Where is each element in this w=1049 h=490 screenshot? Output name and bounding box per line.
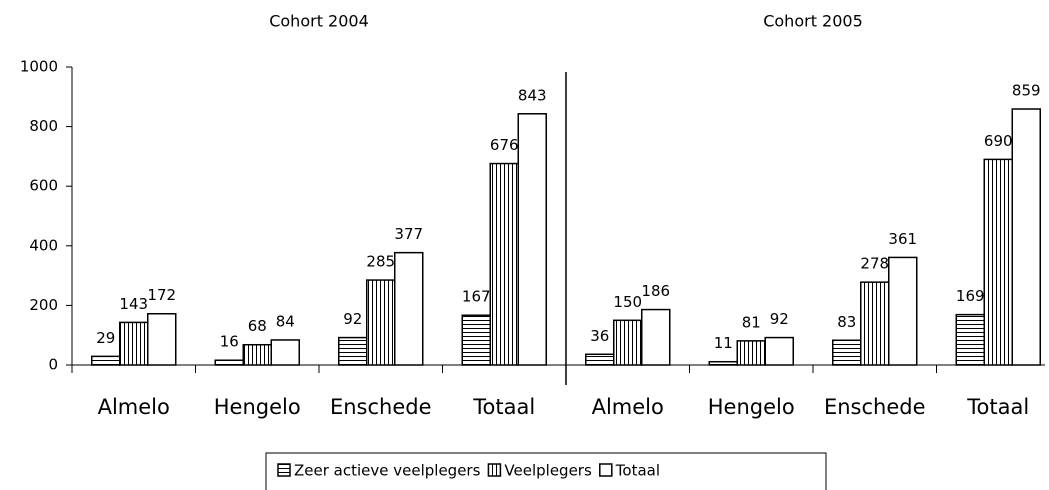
value-label: 172 (147, 286, 176, 304)
bar (242, 343, 272, 366)
y-tick-label: 1000 (20, 58, 58, 76)
bar (489, 162, 519, 366)
value-label: 690 (984, 132, 1013, 150)
value-label: 81 (742, 313, 761, 331)
value-label: 68 (248, 317, 267, 335)
legend-box (265, 452, 827, 490)
value-label: 285 (366, 253, 395, 271)
bar (214, 359, 244, 366)
legend-swatch (599, 463, 613, 477)
x-tick-label: Enschede (824, 395, 926, 419)
y-tick-label: 800 (29, 117, 58, 135)
value-label: 36 (590, 327, 609, 345)
bar (585, 353, 615, 366)
bar (983, 158, 1013, 366)
bar (338, 336, 368, 366)
x-tick-label: Totaal (472, 395, 535, 419)
value-label: 150 (613, 293, 642, 311)
value-label: 167 (462, 288, 491, 306)
legend-swatch (277, 463, 291, 477)
value-label: 361 (888, 230, 917, 248)
legend-label: Veelplegers (504, 462, 592, 480)
value-label: 84 (276, 312, 295, 330)
bar (91, 355, 121, 366)
bar (394, 251, 424, 366)
value-label: 92 (343, 310, 362, 328)
value-label: 278 (860, 255, 889, 273)
value-label: 83 (837, 313, 856, 331)
value-label: 169 (956, 287, 985, 305)
value-label: 143 (119, 295, 148, 313)
bar (764, 336, 794, 366)
value-label: 377 (394, 225, 423, 243)
y-tick-label: 600 (29, 177, 58, 195)
value-label: 843 (518, 86, 547, 104)
x-tick-label: Almelo (98, 395, 170, 419)
y-tick-label: 0 (48, 356, 58, 374)
bar (955, 313, 985, 366)
bar (860, 281, 890, 366)
x-tick-label: Enschede (330, 395, 432, 419)
bar (736, 340, 766, 366)
bar (1011, 108, 1041, 366)
legend-label: Totaal (615, 462, 660, 480)
bar (832, 339, 862, 366)
bar (888, 256, 918, 366)
bar (708, 360, 738, 366)
value-label: 186 (641, 282, 670, 300)
value-label: 92 (770, 310, 789, 328)
y-tick-label: 200 (29, 296, 58, 314)
bar (517, 113, 547, 366)
x-tick-label: Almelo (592, 395, 664, 419)
bar (613, 319, 643, 366)
bar (119, 321, 149, 366)
bar (461, 314, 491, 366)
y-tick-label: 400 (29, 236, 58, 254)
value-label: 676 (490, 136, 519, 154)
value-label: 859 (1012, 82, 1041, 100)
group-title: Cohort 2005 (763, 12, 863, 31)
value-label: 11 (714, 334, 733, 352)
bar (270, 339, 300, 366)
bar (641, 308, 671, 366)
group-title: Cohort 2004 (269, 12, 369, 31)
legend-swatch (487, 463, 502, 477)
value-label: 16 (220, 333, 239, 351)
x-tick-label: Totaal (966, 395, 1029, 419)
bar (366, 279, 396, 366)
x-tick-label: Hengelo (708, 395, 795, 419)
x-tick-label: Hengelo (214, 395, 301, 419)
legend-label: Zeer actieve veelplegers (294, 462, 481, 480)
value-label: 29 (96, 329, 115, 347)
bar (147, 312, 177, 366)
